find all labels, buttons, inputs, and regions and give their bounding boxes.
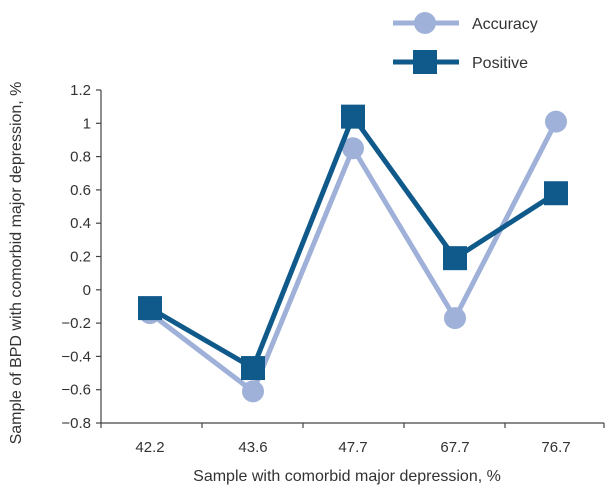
y-tick-label: −0.6: [61, 382, 91, 399]
data-point-accuracy: [444, 307, 466, 330]
y-tick-label: 0: [83, 282, 91, 299]
y-tick-label: 0.2: [70, 249, 91, 266]
legend-accuracy-label: Accuracy: [472, 16, 538, 33]
legend-item-accuracy: Accuracy: [393, 12, 538, 34]
legend-accuracy-marker: [414, 12, 436, 34]
data-point-positive: [544, 181, 568, 206]
series-accuracy-line: [148, 120, 559, 396]
y-tick-label: −0.2: [61, 315, 91, 332]
y-axis-title: Sample of BPD with comorbid major depres…: [8, 82, 25, 445]
y-tick-label: −0.8: [61, 415, 91, 432]
series-accuracy: [139, 110, 567, 403]
data-point-accuracy: [545, 110, 567, 133]
x-tick-label: 47.7: [338, 439, 367, 456]
y-tick-label: 0.8: [70, 149, 91, 166]
y-tick-label: 0.4: [70, 215, 91, 232]
x-axis-title: Sample with comorbid major depression, %: [193, 468, 501, 485]
y-tick-label: 1: [83, 115, 91, 132]
legend-item-positive: Positive: [393, 50, 528, 74]
data-point-positive: [138, 296, 162, 321]
data-point-accuracy: [342, 137, 364, 160]
data-point-positive: [241, 356, 265, 381]
series-positive: [138, 104, 568, 381]
legend-positive-marker: [413, 50, 437, 74]
x-tick-label: 76.7: [541, 439, 570, 456]
y-axis-ticks: 1.2 1 0.8 0.6 0.4 0.2 0 −0.2 −0.4 −0.6 −0.8: [61, 82, 101, 432]
y-tick-label: −0.4: [61, 348, 91, 365]
y-tick-label: 1.2: [70, 82, 91, 99]
x-tick-label: 42.2: [135, 439, 164, 456]
data-point-positive: [341, 104, 365, 129]
legend-positive-label: Positive: [472, 55, 528, 72]
plot-area: [138, 104, 568, 403]
x-tick-label: 67.7: [440, 439, 469, 456]
data-point-accuracy: [242, 380, 264, 403]
x-axis-ticks: 42.2 43.6 47.7 67.7 76.7: [100, 423, 605, 456]
x-tick-label: 43.6: [238, 439, 267, 456]
legend: Accuracy Positive: [393, 12, 538, 74]
data-point-positive: [443, 246, 467, 271]
y-tick-label: 0.6: [70, 182, 91, 199]
